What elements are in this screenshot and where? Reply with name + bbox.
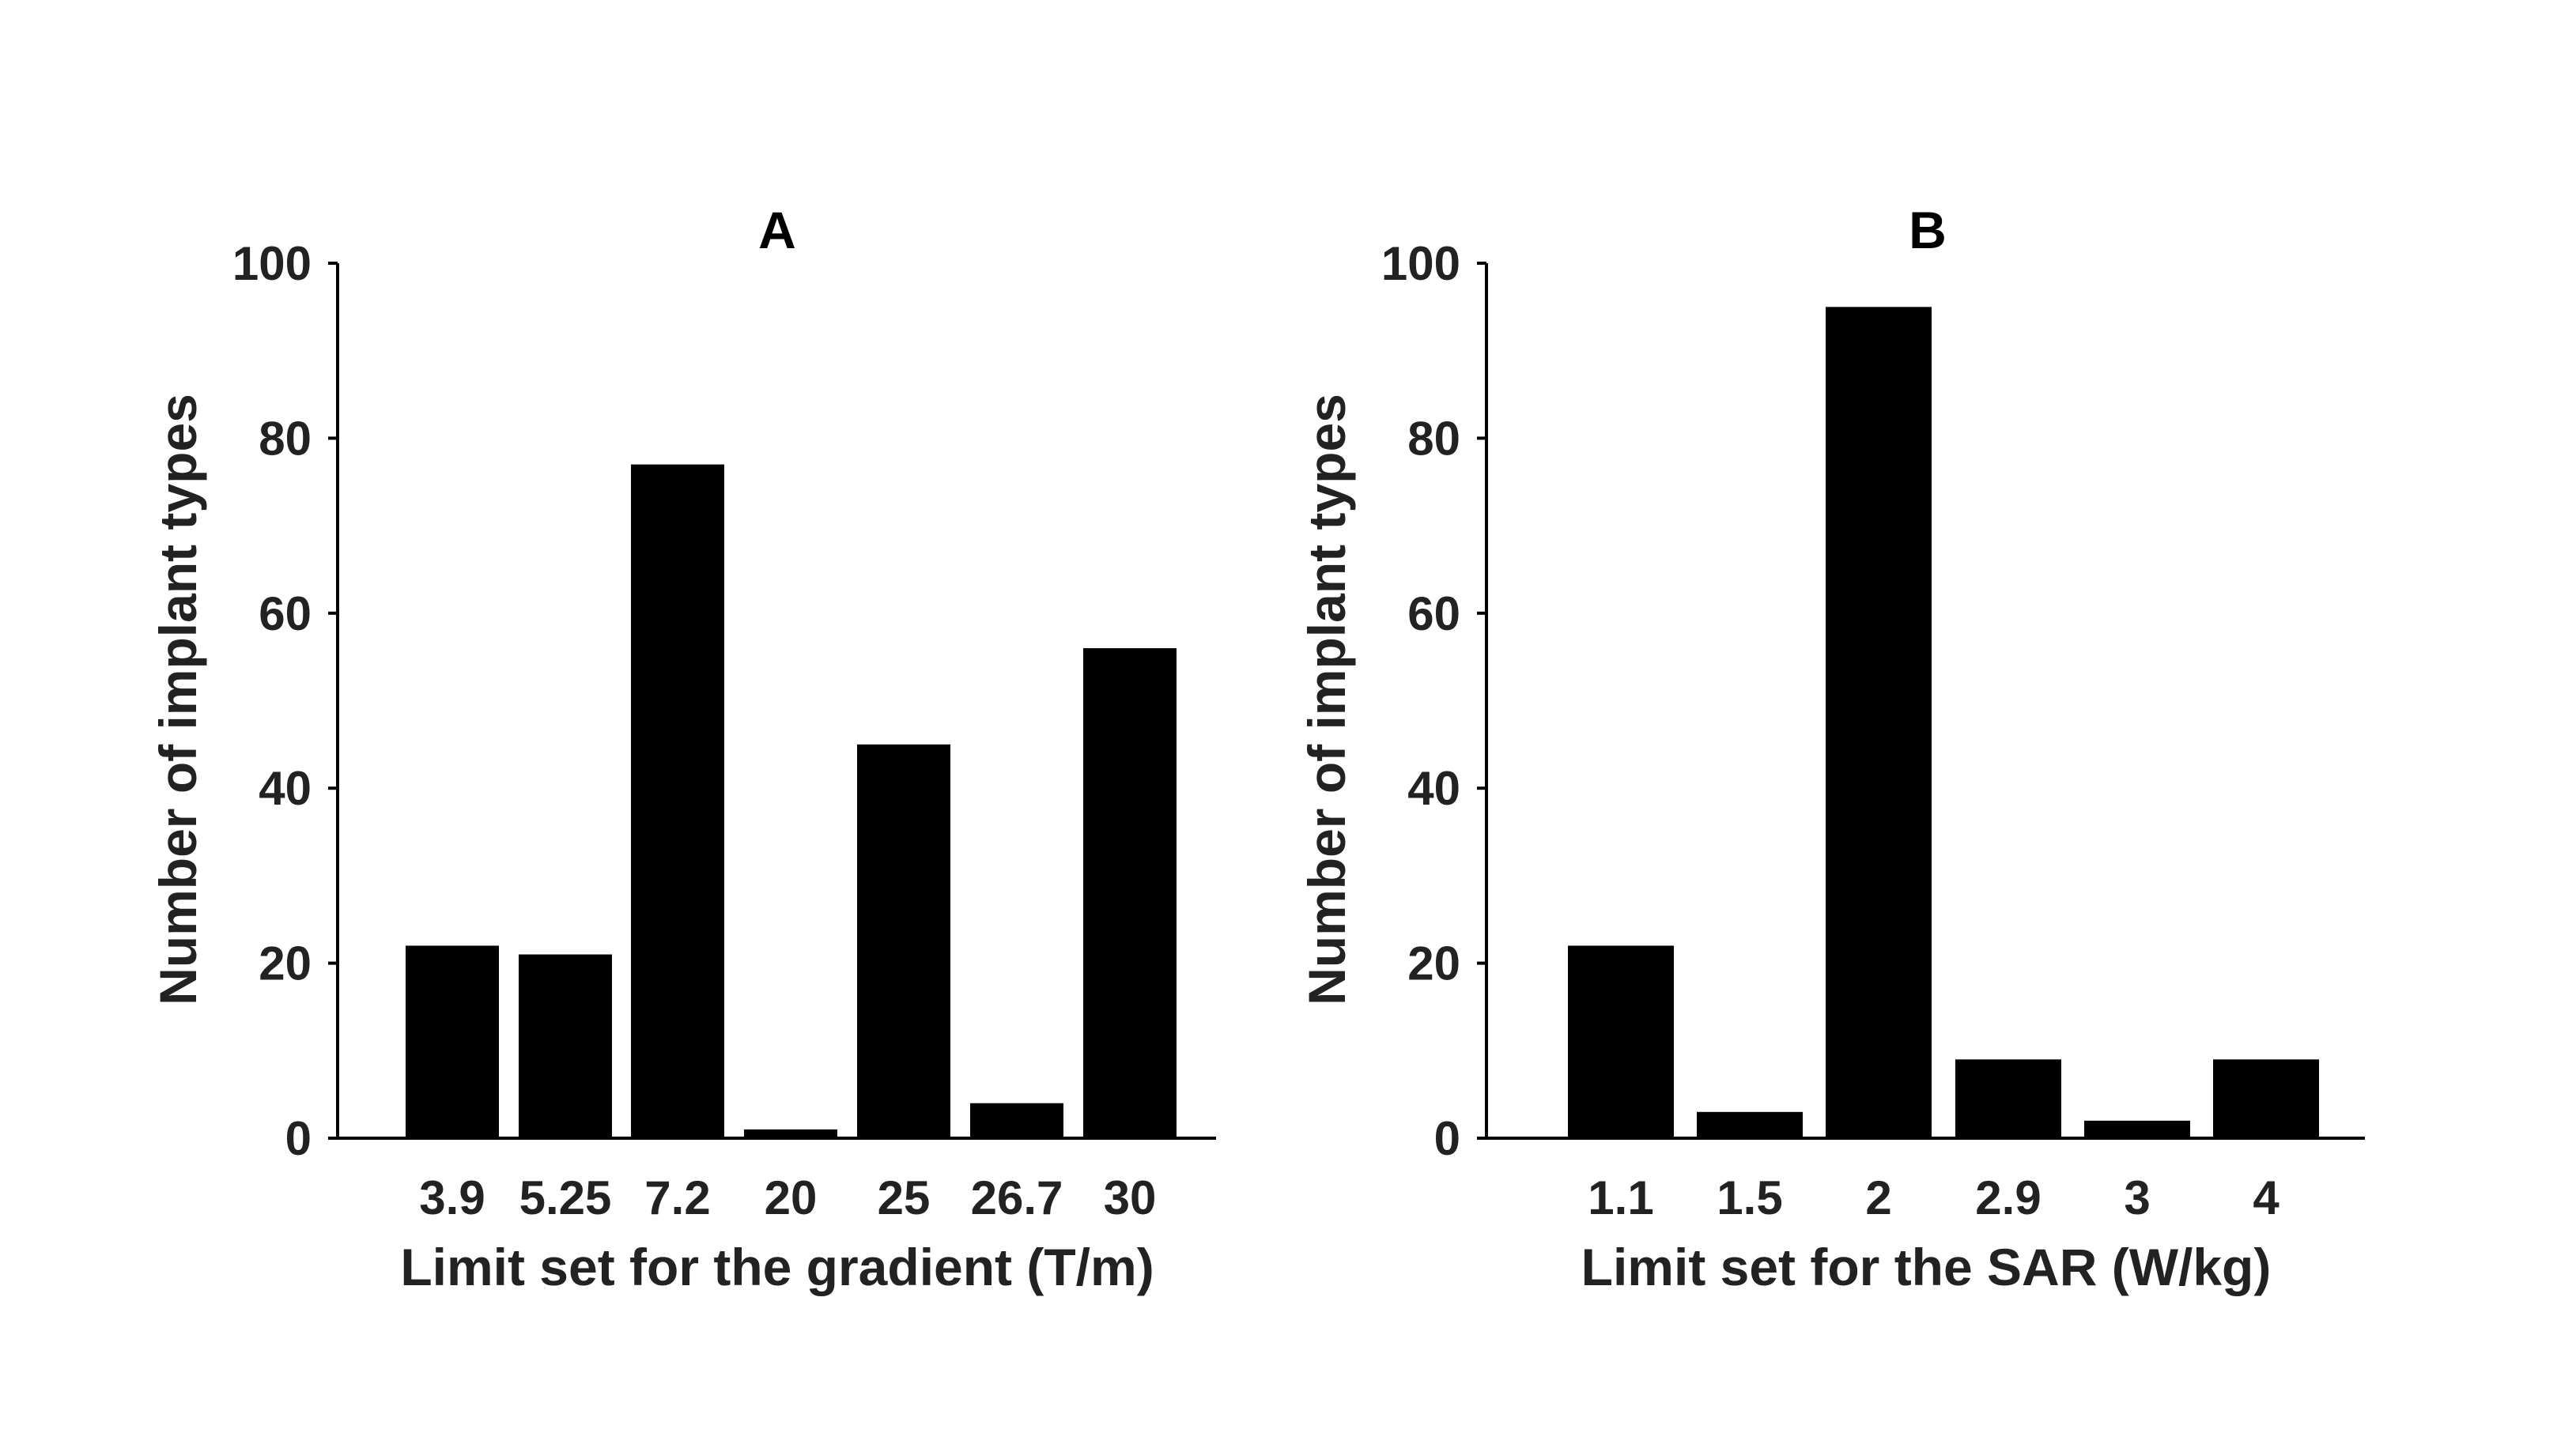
bar: [1697, 1111, 1803, 1138]
x-tick-label: 5.25: [519, 1171, 612, 1224]
bar: [1083, 648, 1177, 1138]
x-tick-label: 1.5: [1717, 1171, 1782, 1224]
x-axis-label: Limit set for the gradient (T/m): [400, 1238, 1154, 1296]
bar: [970, 1103, 1063, 1138]
x-tick-label: 1.1: [1588, 1171, 1653, 1224]
x-tick-label: 7.2: [644, 1171, 710, 1224]
x-tick-label: 2: [1865, 1171, 1891, 1224]
y-tick-label: 0: [285, 1112, 312, 1165]
y-tick-label: 0: [1434, 1112, 1460, 1165]
y-axis-ticks: 0 20 40 60 80 100: [232, 237, 338, 1165]
y-tick-label: 20: [1407, 937, 1460, 990]
bar: [857, 744, 950, 1138]
y-tick-label: 100: [232, 237, 312, 290]
bar: [744, 1129, 837, 1138]
x-tick-label: 20: [765, 1171, 818, 1224]
y-tick-label: 20: [259, 937, 312, 990]
y-tick-label: 40: [1407, 762, 1460, 815]
y-tick-label: 100: [1381, 237, 1460, 290]
y-tick-label: 80: [259, 412, 312, 465]
bar-group: [1568, 307, 2319, 1139]
y-tick-label: 60: [259, 587, 312, 640]
x-tick-label: 3: [2124, 1171, 2150, 1224]
x-tick-label: 4: [2253, 1171, 2279, 1224]
y-tick-label: 80: [1407, 412, 1460, 465]
y-axis-label: Number of implant types: [149, 394, 207, 1005]
y-axis-ticks: 0 20 40 60 80 100: [1381, 237, 1486, 1165]
y-tick-label: 60: [1407, 587, 1460, 640]
bar: [1826, 307, 1932, 1139]
bar: [2213, 1059, 2319, 1138]
x-axis-ticks: 3.9 5.25 7.2 20 25 26.7 30: [419, 1171, 1156, 1224]
bar: [631, 464, 724, 1138]
bar: [1568, 945, 1674, 1138]
bar: [1955, 1059, 2061, 1138]
y-axis-label: Number of implant types: [1297, 394, 1356, 1005]
bar: [406, 945, 499, 1138]
chart-panel-b: B Number of implant types Limit set for …: [1297, 201, 2365, 1296]
chart-title: A: [758, 201, 796, 259]
x-tick-label: 26.7: [971, 1171, 1063, 1224]
bar-group: [406, 464, 1177, 1138]
x-tick-label: 2.9: [1975, 1171, 2041, 1224]
chart-title: B: [1909, 201, 1947, 259]
x-axis-label: Limit set for the SAR (W/kg): [1581, 1238, 2272, 1296]
bar: [519, 954, 612, 1138]
x-axis-ticks: 1.1 1.5 2 2.9 3 4: [1588, 1171, 2279, 1224]
y-tick-label: 40: [259, 762, 312, 815]
chart-panel-a: A Number of implant types Limit set for …: [149, 201, 1216, 1296]
bar: [2084, 1120, 2190, 1138]
x-tick-label: 25: [878, 1171, 931, 1224]
x-tick-label: 3.9: [419, 1171, 485, 1224]
x-tick-label: 30: [1104, 1171, 1157, 1224]
